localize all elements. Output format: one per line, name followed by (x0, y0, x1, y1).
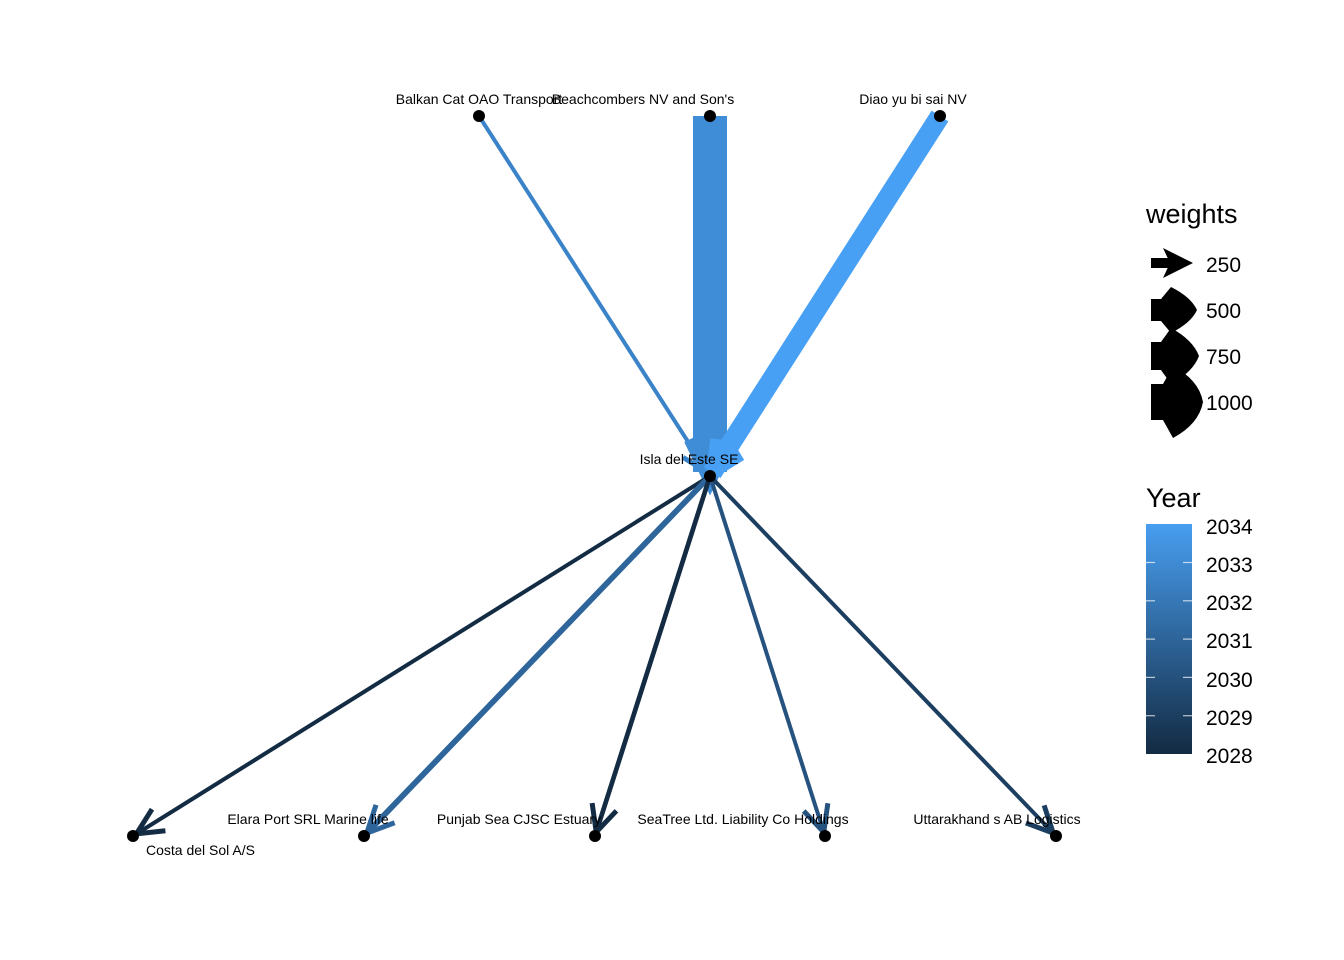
edge-diao-isla (703, 110, 949, 485)
node-diao (934, 110, 946, 122)
weights-legend: weights 250 500 750 1000 (1145, 199, 1253, 438)
weights-label: 500 (1206, 300, 1241, 323)
node-label: Isla del Este SE (640, 451, 739, 467)
year-label: 2031 (1206, 630, 1253, 653)
edge-arrowhead (131, 807, 166, 837)
weight-key-750 (1151, 328, 1199, 384)
node-isla (704, 470, 716, 482)
edge-isla-elara (362, 474, 713, 838)
node-costa (127, 830, 139, 842)
edge-beach-isla (684, 116, 736, 496)
edge-isla-seatree (708, 475, 831, 838)
node-label: Elara Port SRL Marine life (227, 811, 389, 827)
year-label: 2033 (1206, 554, 1253, 577)
weights-label: 250 (1206, 254, 1241, 277)
year-label: 2032 (1206, 592, 1253, 615)
node-balkan (473, 110, 485, 122)
edge-line (708, 474, 1055, 835)
edge-line (364, 474, 713, 836)
node-label: Beachcombers NV and Son's (552, 91, 734, 107)
weight-key-250 (1151, 248, 1193, 278)
edge-line (708, 475, 826, 833)
node-seatree (819, 830, 831, 842)
edge-line (135, 474, 712, 836)
edge-line (477, 114, 710, 474)
node-label: SeaTree Ltd. Liability Co Holdings (637, 811, 848, 827)
node-uttar (1050, 830, 1062, 842)
edge-isla-costa (131, 474, 712, 837)
node-label: Diao yu bi sai NV (859, 91, 967, 107)
year-legend-title: Year (1146, 483, 1201, 513)
weights-label: 1000 (1206, 392, 1253, 415)
edge-line (593, 475, 713, 833)
weights-legend-title: weights (1145, 199, 1238, 229)
node-elara (358, 830, 370, 842)
edge-isla-punjab (589, 475, 713, 838)
node-label: Balkan Cat OAO Transport (396, 91, 563, 107)
node-label: Costa del Sol A/S (146, 842, 255, 858)
weight-key-500 (1151, 287, 1197, 333)
node-beach (704, 110, 716, 122)
year-legend: Year 2034 2033 2032 2031 2030 2029 2028 (1146, 483, 1253, 768)
node-label: Uttarakhand s AB Logistics (913, 811, 1080, 827)
edge-line (703, 110, 949, 478)
weights-label: 750 (1206, 346, 1241, 369)
edge-isla-uttar (708, 474, 1058, 838)
year-label: 2029 (1206, 707, 1253, 730)
year-label: 2030 (1206, 669, 1253, 692)
node-punjab (589, 830, 601, 842)
edge-balkan-isla (477, 114, 711, 478)
year-label: 2034 (1206, 516, 1253, 539)
year-label: 2028 (1206, 745, 1253, 768)
weight-key-1000 (1151, 366, 1203, 438)
node-label: Punjab Sea CJSC Estuary (437, 811, 601, 827)
